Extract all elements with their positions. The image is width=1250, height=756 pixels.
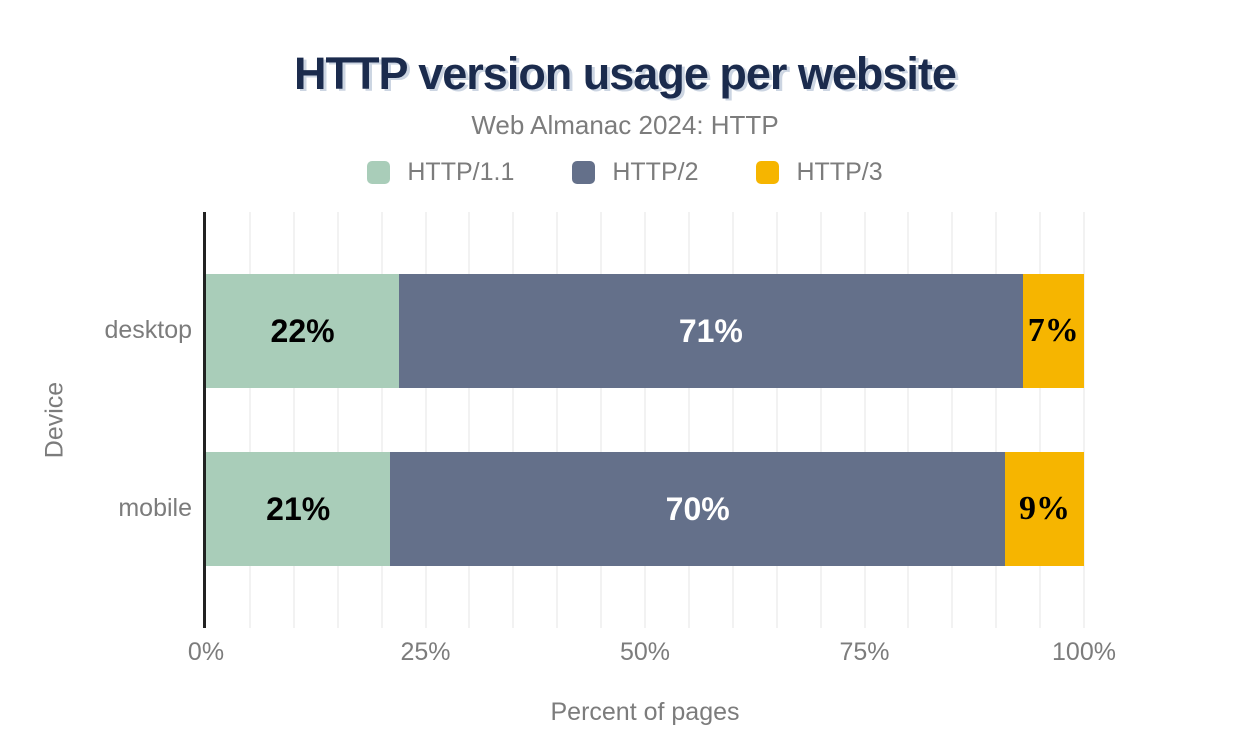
- gridline: [600, 212, 603, 628]
- legend-item: HTTP/3: [756, 158, 883, 187]
- legend-item: HTTP/1.1: [367, 158, 514, 187]
- gridline: [380, 212, 383, 628]
- category-label-mobile: mobile: [118, 494, 192, 522]
- bar-value-label: 22%: [270, 312, 335, 349]
- gridline: [1083, 212, 1085, 628]
- gridline: [512, 212, 515, 628]
- bar-row-desktop: 22% 71% 7%: [206, 274, 1084, 388]
- legend: HTTP/1.1 HTTP/2 HTTP/3: [0, 158, 1250, 187]
- legend-swatch: [572, 161, 596, 184]
- x-tick-label: 50%: [619, 638, 671, 666]
- gridline: [556, 212, 559, 628]
- gridline: [292, 212, 295, 628]
- gridline: [1039, 212, 1042, 628]
- bar-value-label: 71%: [678, 312, 743, 349]
- x-tick-label: 75%: [839, 638, 890, 666]
- chart-title: HTTP version usage per website: [294, 48, 957, 99]
- bar-value-label: 9%: [1018, 490, 1070, 527]
- x-tick-label: 25%: [400, 638, 451, 666]
- gridline: [336, 212, 339, 628]
- y-axis-line: [203, 212, 206, 628]
- bar-segment-desktop-http2: 71%: [399, 274, 1023, 388]
- bar-value-label: 21%: [266, 490, 331, 527]
- category-label-desktop: desktop: [104, 316, 192, 344]
- bar-row-mobile: 21% 70% 9%: [206, 452, 1084, 566]
- gridline: [248, 212, 251, 628]
- bar-value-label: 70%: [665, 490, 730, 527]
- legend-swatch: [367, 161, 391, 184]
- bar-segment-mobile-http3: 9%: [1004, 452, 1084, 566]
- bar-value-label: 7%: [1027, 312, 1079, 349]
- x-tick-label: 100%: [1052, 638, 1116, 666]
- legend-swatch: [756, 161, 780, 184]
- gridline: [731, 212, 734, 628]
- gridline: [907, 212, 910, 628]
- legend-label: HTTP/2: [612, 158, 699, 186]
- gridline: [863, 212, 866, 628]
- bar-segment-desktop-http3: 7%: [1022, 274, 1084, 388]
- gridline: [468, 212, 471, 628]
- y-axis-title: Device: [40, 381, 69, 459]
- x-axis-title: Percent of pages: [550, 698, 740, 726]
- gridline: [644, 212, 646, 628]
- gridline: [775, 212, 778, 628]
- gridline: [687, 212, 690, 628]
- chart-subtitle: Web Almanac 2024: HTTP: [471, 110, 779, 140]
- legend-item: HTTP/2: [572, 158, 698, 187]
- plot-area: 22% 71% 7% 21% 70% 9%: [206, 212, 1085, 628]
- bar-segment-desktop-http11: 22%: [206, 274, 400, 388]
- gridline: [951, 212, 954, 628]
- gridline: [424, 212, 427, 628]
- legend-label: HTTP/1.1: [407, 158, 515, 186]
- x-tick-label: 0%: [187, 638, 225, 666]
- gridline: [819, 212, 822, 628]
- gridline: [995, 212, 998, 628]
- bar-segment-mobile-http11: 21%: [206, 452, 391, 566]
- legend-label: HTTP/3: [796, 158, 883, 186]
- bar-segment-mobile-http2: 70%: [390, 452, 1005, 566]
